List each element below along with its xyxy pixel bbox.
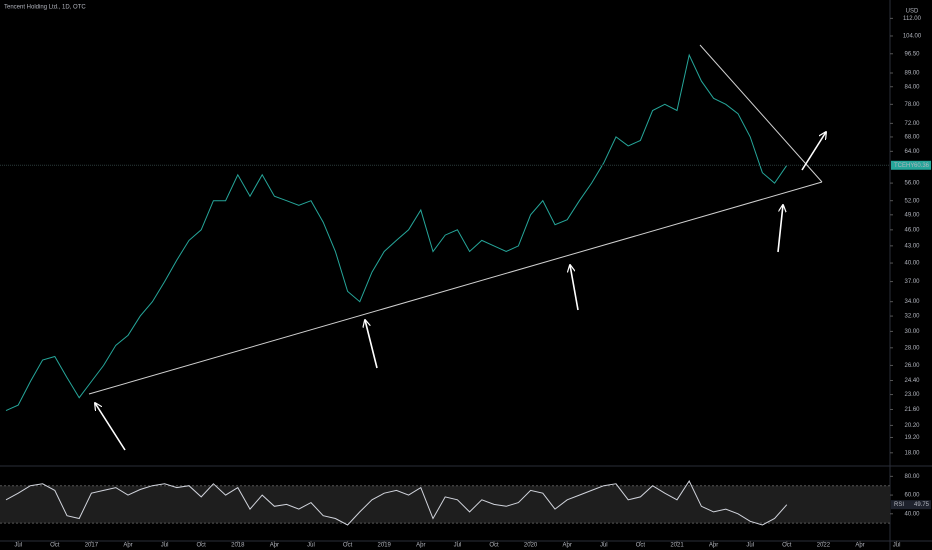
y-tick-label: 40.00 — [904, 511, 920, 517]
y-tick-label: 21.60 — [904, 407, 920, 413]
x-tick-label: 2020 — [524, 543, 538, 549]
last-value-tag: 60.36 — [914, 163, 930, 169]
x-tick-label: Jul — [307, 543, 315, 549]
arrow — [365, 320, 378, 369]
y-tick-label: 80.00 — [904, 474, 920, 480]
x-tick-label: 2017 — [85, 543, 99, 549]
y-tick-label: 23.00 — [904, 392, 920, 398]
x-tick-label: 2018 — [231, 543, 245, 549]
y-tick-label: 18.00 — [904, 450, 920, 456]
x-tick-label: Apr — [709, 543, 718, 549]
x-tick-label: Jul — [161, 543, 169, 549]
y-tick-label: 104.00 — [903, 34, 922, 40]
y-tick-label: 89.00 — [904, 71, 920, 77]
arrow — [777, 205, 783, 253]
y-tick-label: 19.20 — [904, 435, 920, 441]
y-tick-label: 28.00 — [904, 345, 920, 351]
chart-title: Tencent Holding Ltd., 1D, OTC — [4, 5, 86, 11]
currency-label: USD — [906, 9, 919, 15]
y-tick-label: 84.00 — [904, 84, 920, 90]
y-tick-label: 24.40 — [904, 378, 920, 384]
y-tick-label: 56.00 — [904, 181, 920, 187]
x-tick-label: Jul — [600, 543, 608, 549]
x-tick-label: Jul — [746, 543, 754, 549]
y-tick-label: 78.00 — [904, 102, 920, 108]
y-tick-label: 32.00 — [904, 314, 920, 320]
series-name-tag: TCEHY — [894, 163, 914, 169]
y-tick-label: 64.00 — [904, 149, 920, 155]
trendline — [88, 181, 823, 395]
series-line — [5, 53, 788, 412]
y-tick-label: 20.20 — [904, 423, 920, 429]
price-tag — [891, 500, 931, 510]
series-name-tag: RSI — [894, 502, 904, 508]
x-tick-label: Jul — [893, 543, 901, 549]
x-tick-label: Apr — [123, 543, 132, 549]
y-tick-label: 112.00 — [903, 16, 922, 22]
y-tick-label: 60.00 — [904, 493, 920, 499]
y-tick-label: 49.00 — [904, 212, 920, 218]
x-tick-label: Apr — [563, 543, 572, 549]
x-tick-label: Apr — [416, 543, 425, 549]
x-tick-label: Oct — [782, 543, 792, 549]
y-tick-label: 96.50 — [904, 51, 920, 57]
x-tick-label: Oct — [343, 543, 353, 549]
y-tick-label: 68.00 — [904, 135, 920, 141]
x-tick-label: Apr — [270, 543, 279, 549]
y-tick-label: 52.00 — [904, 198, 920, 204]
x-tick-label: 2019 — [378, 543, 392, 549]
y-tick-label: 46.00 — [904, 227, 920, 233]
x-tick-label: Oct — [636, 543, 646, 549]
y-tick-label: 40.00 — [904, 261, 920, 267]
y-tick-label: 30.00 — [904, 329, 920, 335]
x-tick-label: Oct — [489, 543, 499, 549]
x-tick-label: Oct — [197, 543, 207, 549]
trendline — [699, 44, 823, 183]
y-tick-label: 34.00 — [904, 299, 920, 305]
arrow — [801, 132, 826, 171]
arrow — [95, 403, 126, 451]
y-tick-label: 43.00 — [904, 243, 920, 249]
y-tick-label: 26.00 — [904, 363, 920, 369]
price-tag — [891, 160, 931, 170]
arrow — [570, 265, 579, 311]
series-line — [5, 479, 788, 526]
x-tick-label: 2022 — [817, 543, 831, 549]
x-tick-label: Apr — [855, 543, 864, 549]
y-tick-label: 72.00 — [904, 121, 920, 127]
x-tick-label: Jul — [14, 543, 22, 549]
drawings — [88, 44, 823, 395]
y-tick-label: 37.00 — [904, 279, 920, 285]
x-tick-label: Oct — [50, 543, 60, 549]
chart-marks: 112.00 104.00 96.50 89.00 84.00 78.00 72.00 68.… — [0, 16, 931, 549]
rsi-band — [0, 485, 890, 524]
arrows — [95, 132, 826, 451]
x-tick-label: 2021 — [670, 543, 684, 549]
x-tick-label: Jul — [454, 543, 462, 549]
last-value-tag: 49.75 — [914, 502, 930, 508]
